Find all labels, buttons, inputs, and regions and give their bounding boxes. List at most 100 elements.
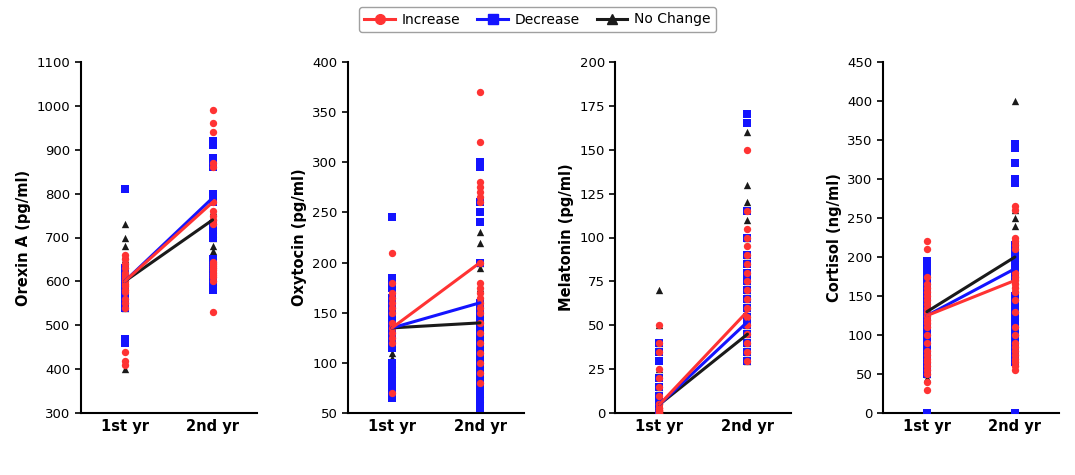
Point [739, 304, 756, 312]
Point [204, 247, 221, 255]
Point [472, 339, 489, 347]
Point [918, 359, 935, 366]
Point [918, 327, 935, 335]
Point [472, 349, 489, 357]
Point [1006, 308, 1023, 315]
Point [918, 308, 935, 315]
Point [384, 334, 401, 342]
Point [1006, 300, 1023, 308]
Point [739, 331, 756, 338]
Point [918, 370, 935, 378]
Point [384, 314, 401, 322]
Point [918, 351, 935, 359]
Point [1006, 312, 1023, 319]
Point [472, 359, 489, 367]
Point [739, 322, 756, 329]
Point [204, 216, 221, 224]
Point [1006, 355, 1023, 362]
Point [918, 362, 935, 370]
Point [116, 282, 133, 290]
Point [650, 401, 668, 408]
Point [1006, 246, 1023, 253]
Point [204, 282, 221, 290]
Point [918, 362, 935, 370]
Point [472, 304, 489, 312]
Point [472, 349, 489, 357]
Point [204, 225, 221, 232]
Point [918, 323, 935, 331]
Point [384, 374, 401, 382]
Point [1006, 261, 1023, 269]
Point [1006, 160, 1023, 167]
Point [472, 334, 489, 342]
Point [384, 369, 401, 377]
Point [204, 256, 221, 263]
Point [384, 369, 401, 377]
Point [1006, 179, 1023, 187]
Point [204, 207, 221, 215]
Point [204, 265, 221, 272]
Y-axis label: Cortisol (ng/ml): Cortisol (ng/ml) [827, 173, 842, 302]
Point [1006, 312, 1023, 319]
Point [116, 251, 133, 259]
Point [1006, 308, 1023, 315]
Point [918, 323, 935, 331]
Point [204, 273, 221, 281]
Point [918, 355, 935, 362]
Point [204, 256, 221, 263]
Point [472, 309, 489, 317]
Point [384, 364, 401, 372]
Point [204, 277, 221, 285]
Point [472, 218, 489, 226]
Point [384, 294, 401, 302]
Point [1006, 269, 1023, 276]
Point [204, 265, 221, 272]
Point [739, 277, 756, 285]
Point [918, 367, 935, 374]
Point [472, 209, 489, 216]
Point [116, 297, 133, 305]
Point [918, 308, 935, 315]
Point [918, 316, 935, 323]
Point [739, 251, 756, 259]
Point [918, 312, 935, 319]
Point [116, 271, 133, 279]
Point [472, 299, 489, 306]
Point [472, 309, 489, 317]
Point [650, 339, 668, 347]
Point [650, 409, 668, 417]
Point [1006, 323, 1023, 331]
Point [1006, 355, 1023, 362]
Point [918, 347, 935, 354]
Point [918, 292, 935, 300]
Point [650, 404, 668, 412]
Point [204, 119, 221, 127]
Point [204, 266, 221, 274]
Point [650, 408, 668, 415]
Point [472, 380, 489, 387]
Point [204, 271, 221, 279]
Point [918, 343, 935, 351]
Point [739, 242, 756, 250]
Point [204, 260, 221, 268]
Point [739, 322, 756, 329]
Point [384, 314, 401, 322]
Point [472, 299, 489, 306]
Point [739, 119, 756, 127]
Point [472, 294, 489, 302]
Point [472, 339, 489, 347]
Point [650, 408, 668, 415]
Point [918, 320, 935, 327]
Point [116, 286, 133, 294]
Point [384, 384, 401, 392]
Point [384, 294, 401, 302]
Point [116, 289, 133, 296]
Point [116, 256, 133, 263]
Point [472, 163, 489, 171]
Point [739, 111, 756, 118]
Point [472, 284, 489, 292]
Point [384, 279, 401, 286]
Point [384, 304, 401, 312]
Point [116, 280, 133, 287]
Point [739, 234, 756, 241]
